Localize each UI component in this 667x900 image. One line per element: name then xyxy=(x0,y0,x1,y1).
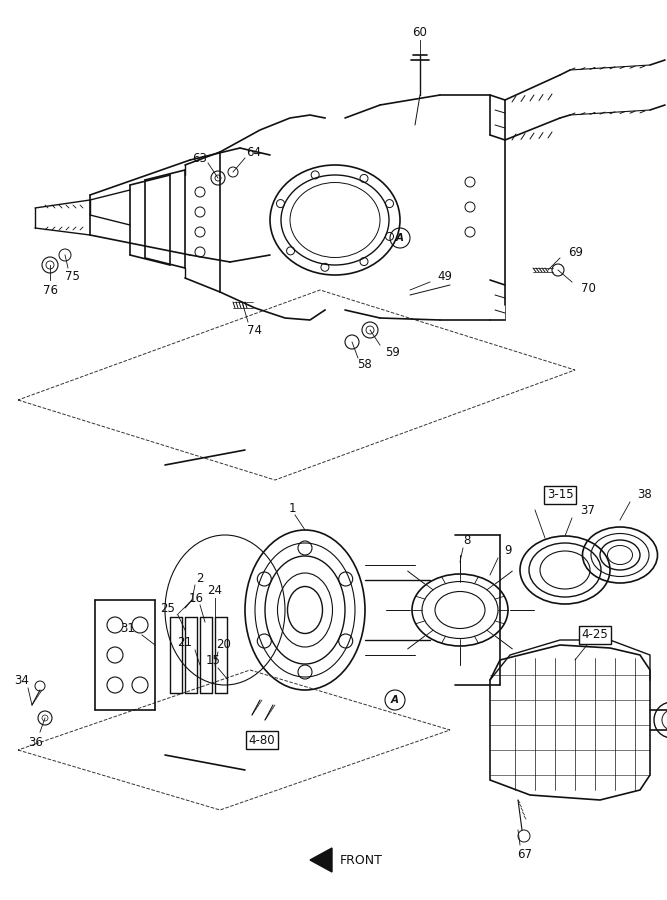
Text: 24: 24 xyxy=(207,583,223,597)
Text: 2: 2 xyxy=(196,572,203,584)
Text: FRONT: FRONT xyxy=(340,853,383,867)
Text: 3-15: 3-15 xyxy=(547,489,574,501)
Text: 60: 60 xyxy=(413,25,428,39)
Text: 9: 9 xyxy=(504,544,512,556)
Text: 37: 37 xyxy=(580,503,596,517)
Text: 74: 74 xyxy=(247,323,263,337)
Text: 36: 36 xyxy=(29,735,43,749)
Text: 4-80: 4-80 xyxy=(249,734,275,746)
Polygon shape xyxy=(310,848,332,872)
Text: 67: 67 xyxy=(518,849,532,861)
Text: 15: 15 xyxy=(205,653,220,667)
Text: 31: 31 xyxy=(121,622,135,634)
Text: 38: 38 xyxy=(638,488,652,500)
Text: A: A xyxy=(396,233,404,243)
Text: 76: 76 xyxy=(43,284,57,296)
Text: 4-25: 4-25 xyxy=(582,628,608,642)
Text: 58: 58 xyxy=(358,358,372,372)
Text: A: A xyxy=(391,695,399,705)
Text: 20: 20 xyxy=(217,637,231,651)
Text: 63: 63 xyxy=(193,151,207,165)
Text: 34: 34 xyxy=(15,673,29,687)
Text: 8: 8 xyxy=(464,534,471,546)
Text: 59: 59 xyxy=(386,346,400,358)
Text: 70: 70 xyxy=(580,282,596,294)
Text: 1: 1 xyxy=(288,501,295,515)
Text: 25: 25 xyxy=(161,601,175,615)
Text: 49: 49 xyxy=(438,269,452,283)
Text: 75: 75 xyxy=(65,271,79,284)
Text: 21: 21 xyxy=(177,636,193,650)
Text: 16: 16 xyxy=(189,591,203,605)
Text: 64: 64 xyxy=(247,147,261,159)
Text: 69: 69 xyxy=(568,246,584,258)
